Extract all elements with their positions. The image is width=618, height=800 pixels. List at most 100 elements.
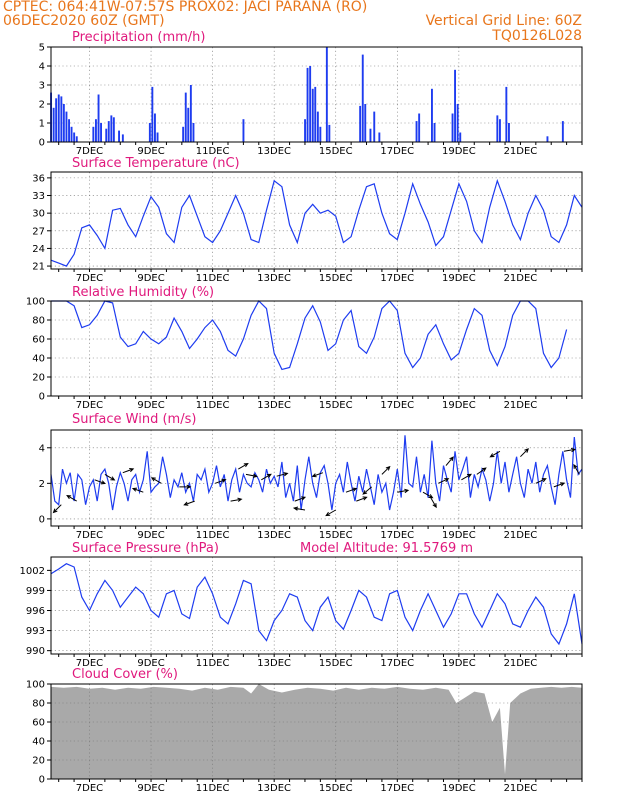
- y-tick-label: 996: [26, 606, 45, 617]
- wind-arrow: [445, 456, 454, 466]
- precipitation-bar: [156, 132, 159, 142]
- precipitation-bar: [328, 124, 331, 142]
- precipitation-bar: [361, 54, 364, 142]
- precipitation-bar: [325, 47, 328, 142]
- y-tick-label: 27: [32, 226, 45, 237]
- y-tick-label: 20: [32, 373, 45, 384]
- x-tick-label: 11DEC: [196, 146, 230, 157]
- x-tick-label: 11DEC: [196, 783, 230, 794]
- x-tick-label: 9DEC: [137, 400, 164, 411]
- precipitation-bar: [107, 121, 110, 142]
- precipitation-bar: [364, 104, 367, 142]
- panel-title: Surface Wind (m/s): [72, 412, 196, 427]
- x-tick-label: 17DEC: [380, 146, 414, 157]
- precipitation-bar: [184, 92, 187, 142]
- y-tick-label: 1002: [20, 566, 45, 577]
- x-tick-label: 15DEC: [319, 530, 353, 541]
- x-tick-label: 19DEC: [442, 658, 476, 669]
- header-model-id: TQ0126L028: [491, 28, 582, 44]
- precipitation-bar: [311, 88, 314, 142]
- wind-arrow: [245, 473, 258, 478]
- x-tick-label: 7DEC: [76, 658, 103, 669]
- precipitation-bar: [189, 85, 192, 142]
- wind-arrow: [438, 478, 450, 484]
- precipitation-bar: [100, 123, 102, 142]
- precipitation-bar: [459, 132, 462, 142]
- panel-title: Surface Temperature (nC): [72, 156, 240, 171]
- y-tick-label: 0: [39, 392, 45, 403]
- precipitation-bar: [182, 126, 185, 142]
- x-tick-label: 17DEC: [380, 273, 414, 284]
- x-tick-label: 21DEC: [504, 783, 538, 794]
- precipitation-bar: [456, 104, 459, 142]
- wind-arrow: [573, 463, 580, 475]
- x-tick-label: 7DEC: [76, 273, 103, 284]
- precipitation-bar: [95, 119, 97, 142]
- panel-frame: [50, 171, 583, 270]
- precipitation-bar: [415, 121, 418, 142]
- panel-frame: [50, 46, 583, 143]
- wind-arrow: [311, 472, 324, 478]
- precipitation-bar: [70, 126, 73, 142]
- x-tick-label: 21DEC: [504, 146, 538, 157]
- panel-title: Cloud Cover (%): [72, 667, 178, 682]
- x-tick-label: 13DEC: [257, 273, 291, 284]
- precipitation-bar: [148, 123, 151, 142]
- panel-frame: [50, 556, 583, 655]
- x-tick-label: 11DEC: [196, 530, 230, 541]
- x-tick-label: 19DEC: [442, 273, 476, 284]
- y-tick-label: 80: [32, 316, 45, 327]
- series-line: [50, 563, 583, 646]
- precipitation-bar: [433, 123, 436, 142]
- series-line: [51, 300, 568, 371]
- x-tick-label: 21DEC: [504, 658, 538, 669]
- precipitation-bar: [378, 132, 381, 142]
- panel-frame: [50, 429, 583, 527]
- wind-arrow: [520, 448, 530, 458]
- wind-arrow: [430, 497, 437, 509]
- precipitation-bar: [112, 117, 115, 142]
- precipitation-bar: [454, 69, 456, 142]
- y-tick-label: 4: [39, 62, 45, 73]
- x-tick-label: 15DEC: [319, 783, 353, 794]
- wind-arrow: [122, 468, 135, 474]
- precipitation-bar: [508, 123, 510, 142]
- x-tick-label: 7DEC: [76, 400, 103, 411]
- precipitation-bar: [418, 113, 421, 142]
- y-tick-label: 0: [39, 775, 45, 786]
- x-tick-label: 17DEC: [380, 658, 414, 669]
- precipitation-bar: [154, 113, 156, 142]
- wind-arrow: [276, 472, 289, 477]
- x-tick-label: 7DEC: [76, 783, 103, 794]
- y-tick-label: 100: [26, 297, 45, 308]
- precipitation-bar: [60, 96, 63, 142]
- precipitation-bar: [314, 86, 317, 142]
- precipitation-bar: [118, 130, 120, 142]
- wind-arrow: [294, 496, 307, 502]
- y-tick-label: 0: [39, 514, 45, 525]
- wind-arrow: [325, 509, 336, 517]
- x-tick-label: 11DEC: [196, 400, 230, 411]
- y-tick-label: 30: [32, 209, 45, 220]
- y-tick-label: 20: [32, 756, 45, 767]
- x-tick-label: 13DEC: [257, 146, 291, 157]
- panel-title: Relative Humidity (%): [72, 285, 214, 300]
- wind-arrow: [104, 473, 116, 481]
- panel-title: Surface Pressure (hPa): [72, 541, 219, 556]
- y-tick-label: 36: [32, 173, 45, 184]
- wind-arrow: [215, 478, 227, 484]
- precipitation-bar: [359, 105, 362, 142]
- x-tick-label: 13DEC: [257, 530, 291, 541]
- precipitation-bar: [97, 94, 100, 142]
- x-tick-label: 17DEC: [380, 530, 414, 541]
- x-tick-label: 7DEC: [76, 146, 103, 157]
- wind-arrow: [179, 484, 192, 490]
- precipitation-bar: [499, 119, 501, 142]
- y-tick-label: 990: [26, 646, 45, 657]
- y-tick-label: 5: [39, 43, 45, 54]
- x-tick-label: 13DEC: [257, 783, 291, 794]
- precipitation-bar: [52, 107, 55, 142]
- series-line: [50, 435, 583, 511]
- wind-arrow: [563, 447, 577, 453]
